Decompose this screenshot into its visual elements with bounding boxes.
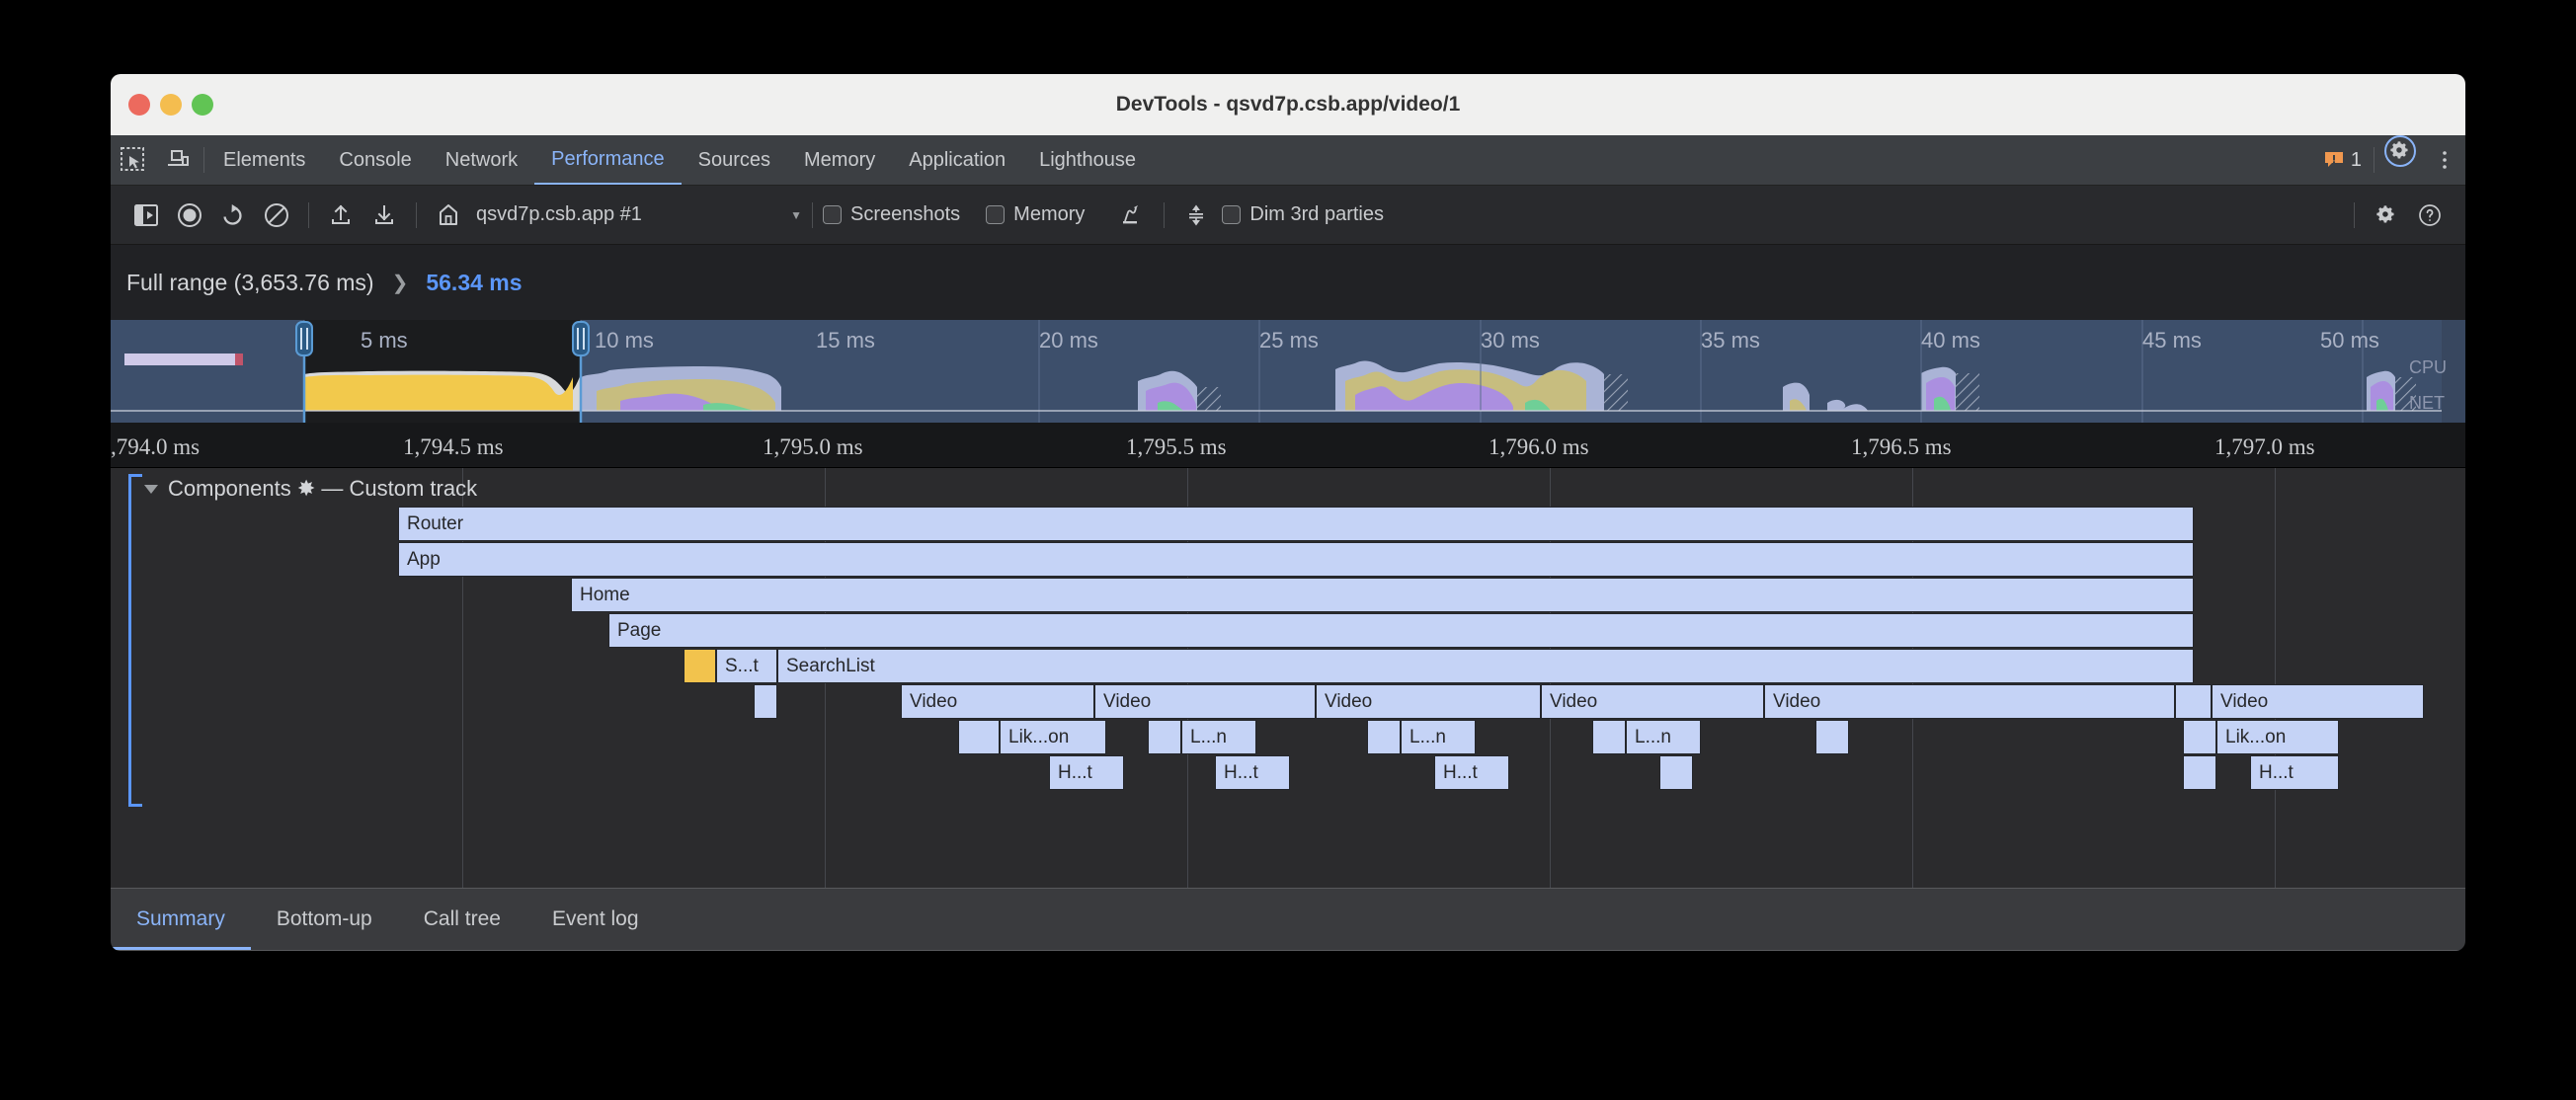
svg-text:1,795.5 ms: 1,795.5 ms: [1126, 434, 1227, 459]
svg-text:1,795.0 ms: 1,795.0 ms: [763, 434, 863, 459]
svg-text:1,794.5 ms: 1,794.5 ms: [403, 434, 504, 459]
svg-text:1,796.5 ms: 1,796.5 ms: [1851, 434, 1952, 459]
svg-text:,794.0 ms: ,794.0 ms: [111, 434, 200, 459]
svg-text:1,797.0 ms: 1,797.0 ms: [2214, 434, 2315, 459]
svg-text:1,796.0 ms: 1,796.0 ms: [1489, 434, 1589, 459]
